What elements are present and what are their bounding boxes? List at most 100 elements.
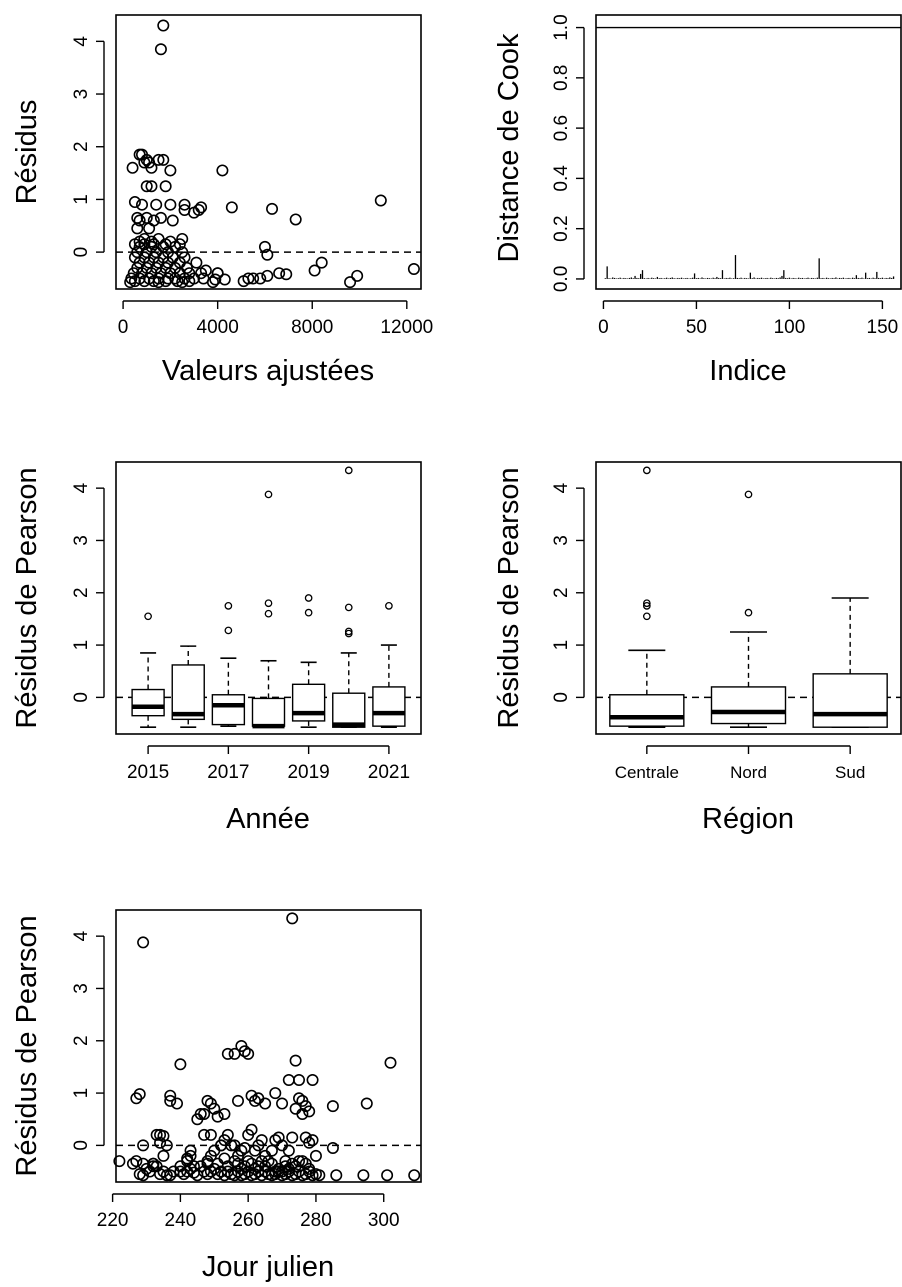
data-point [225,201,238,214]
data-point [157,153,170,166]
data-point [374,194,387,207]
x-axis-label: Indice [709,355,786,387]
y-tick-label: 0 [71,1140,92,1151]
data-point [407,262,420,275]
data-point [154,1136,167,1149]
outlier-point [264,609,273,618]
data-point [242,272,255,285]
x-tick-label: 300 [368,1210,400,1231]
data-point [259,1160,272,1173]
data-point [381,1169,394,1182]
x-tick-label: 0 [118,317,129,338]
data-point [174,1058,187,1071]
outlier-point [224,601,233,610]
data-point [265,1144,278,1157]
y-tick-label: 2 [551,587,572,598]
y-tick-label: 4 [71,36,92,47]
data-point [157,1149,170,1162]
data-point [178,203,191,216]
data-point [208,1102,221,1115]
data-point [164,1169,177,1182]
y-tick-label: 4 [71,482,92,493]
data-point [276,1097,289,1110]
data-point [133,214,146,227]
x-tick-label: 8000 [291,317,333,338]
x-tick-label: 4000 [197,317,239,338]
x-axis-label: Année [226,803,310,835]
data-point [184,1144,197,1157]
x-tick-label: 100 [774,317,806,338]
data-point [194,1108,207,1121]
iqr-box [251,697,286,727]
data-point [218,273,231,286]
data-point [272,1131,285,1144]
y-tick-label: 1.0 [551,14,572,40]
data-point [242,1155,255,1168]
data-point [140,180,153,193]
data-point [204,1128,217,1141]
outlier-point [642,601,651,610]
y-tick-label: 2 [71,587,92,598]
y-tick-label: 1 [71,1088,92,1099]
outlier-point [264,599,273,608]
data-point [258,240,271,253]
data-point [140,211,153,224]
y-tick-label: 3 [551,535,572,546]
x-axis-label: Région [702,803,794,835]
data-point [254,272,267,285]
y-axis-label: Distance de Cook [493,33,525,262]
data-point [150,198,163,211]
data-point [344,276,357,289]
y-tick-label: 3 [71,89,92,100]
data-point [178,198,191,211]
data-point [128,196,141,209]
outlier-point [344,466,353,475]
data-point [152,232,165,245]
data-point [130,1155,143,1168]
iqr-box [332,692,366,728]
data-point [181,1152,194,1165]
y-tick-label: 3 [71,535,92,546]
y-axis-label: Résidus de Pearson [11,467,43,728]
x-tick-label: 2021 [368,762,410,783]
data-point [252,1092,265,1105]
data-point [269,1165,282,1178]
data-point [152,153,165,166]
data-point [147,1160,160,1173]
y-tick-label: 1 [71,640,92,651]
data-point [164,235,177,248]
data-point [255,1134,268,1147]
data-point [138,156,151,169]
data-point [204,1149,217,1162]
data-point [384,1056,397,1069]
data-point [133,1088,146,1101]
data-point [242,1047,255,1060]
plot-frame [595,14,902,290]
data-point [309,1149,322,1162]
iqr-box [812,673,888,728]
data-point [306,1074,319,1087]
data-point [303,1162,316,1175]
iqr-box [372,686,406,727]
outlier-point [744,608,753,617]
outlier-point [224,626,233,635]
data-point [286,912,299,925]
data-point [408,1169,421,1182]
data-point [171,1097,184,1110]
data-point [303,1136,316,1149]
panel-residuals-by-year: 0 1 2 3 4 2015 2017 2019 2021 Résidus de Pearson… [11,461,422,835]
data-point [221,1128,234,1141]
data-point [154,43,167,56]
data-point [201,1168,214,1181]
data-point [199,264,212,277]
data-point [159,180,172,193]
data-point [126,1157,139,1170]
data-point [137,1139,150,1152]
data-point [247,272,260,285]
iqr-box [211,694,246,726]
data-point [235,1162,248,1175]
outlier-point [385,601,393,610]
data-point [269,1134,282,1147]
